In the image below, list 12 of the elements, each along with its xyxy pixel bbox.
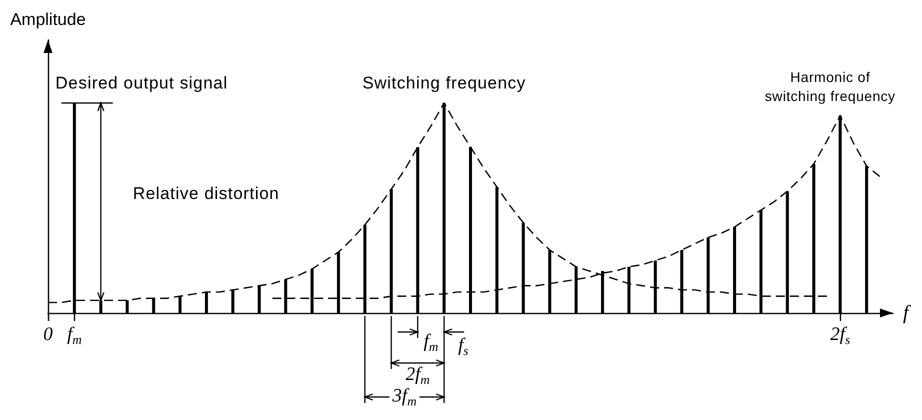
text: 2f$_{m}$ <box>406 364 430 387</box>
text: Desired output signal <box>55 74 228 94</box>
x-axis-title: f <box>903 302 911 324</box>
annotation: Relative distortion <box>132 183 280 204</box>
x-tick-label: f$_{m}$ <box>67 324 82 347</box>
y-axis-title: Amplitude <box>10 10 86 29</box>
x-tick-label: 2f$_{s}$ <box>830 324 850 347</box>
text: f$_{s}$ <box>458 335 468 358</box>
x-tick-label: 0 <box>43 324 53 347</box>
text: Switching frequency <box>362 74 526 94</box>
text: 3f$_{m}$ <box>392 386 417 408</box>
annotation: Harmonic of switching frequency <box>764 67 896 106</box>
